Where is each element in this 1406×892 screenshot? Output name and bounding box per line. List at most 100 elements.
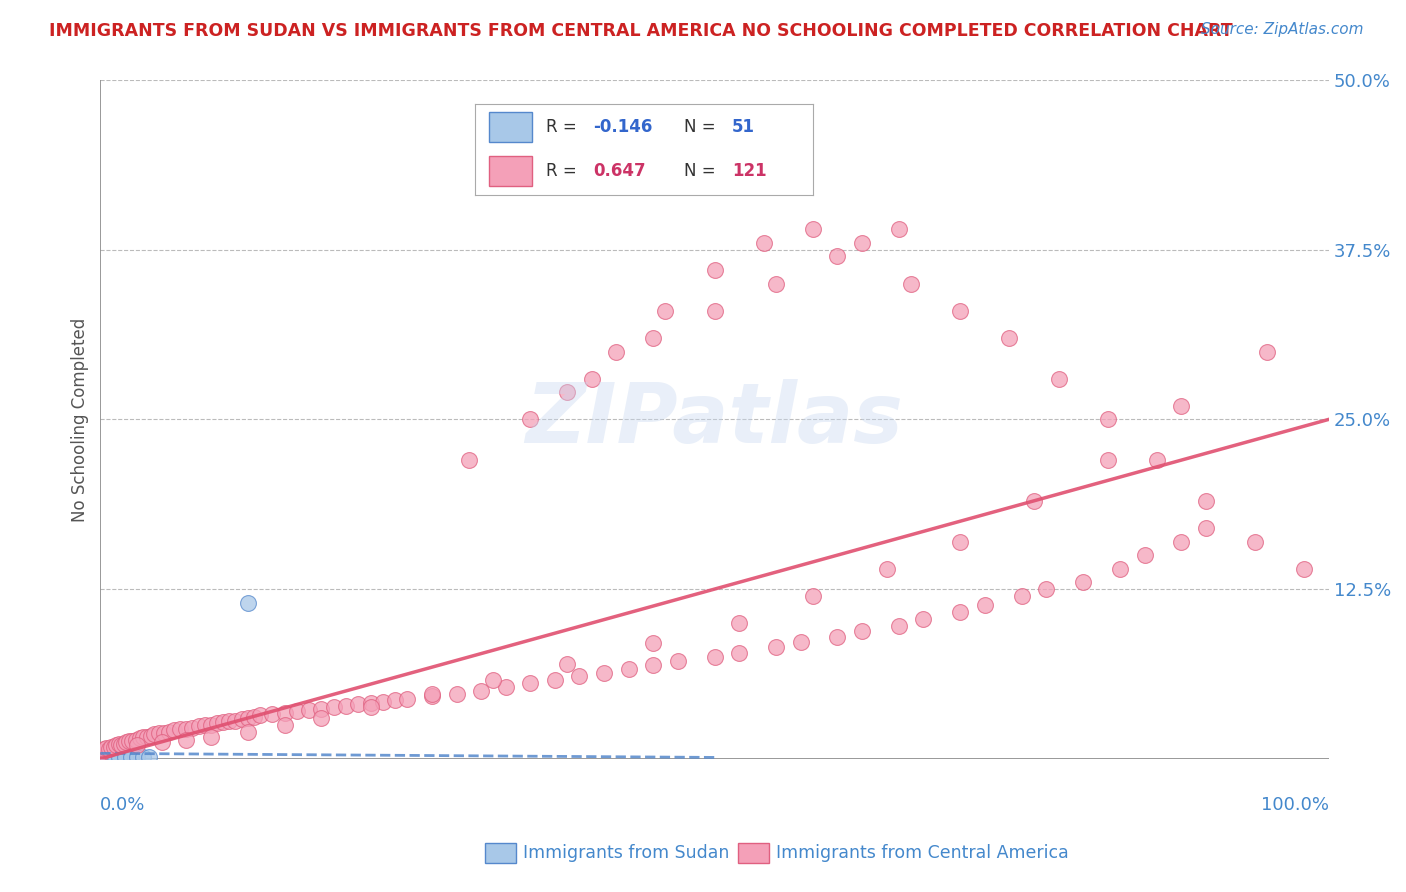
Point [851, 235, 873, 250]
Point [1146, 453, 1168, 467]
Point [139, 729, 162, 743]
Point [114, 750, 136, 764]
Point [446, 687, 468, 701]
Point [544, 673, 567, 687]
Point [101, 749, 124, 764]
Point [236, 711, 259, 725]
Point [273, 718, 295, 732]
Point [94, 747, 117, 762]
Point [100, 750, 122, 764]
Point [91, 749, 114, 764]
Point [176, 722, 198, 736]
Point [285, 704, 308, 718]
Point [887, 222, 910, 236]
Point [998, 331, 1021, 345]
Point [555, 657, 578, 671]
Point [1195, 493, 1218, 508]
Point [96, 750, 118, 764]
Point [519, 675, 541, 690]
Point [115, 735, 138, 749]
Point [643, 636, 665, 650]
Point [91, 750, 114, 764]
Point [949, 303, 972, 318]
Point [851, 624, 873, 639]
Text: Source: ZipAtlas.com: Source: ZipAtlas.com [1201, 22, 1364, 37]
Point [100, 750, 122, 764]
Point [90, 750, 112, 764]
Point [1097, 412, 1119, 426]
Point [91, 750, 114, 764]
Point [93, 750, 115, 764]
Point [568, 669, 591, 683]
Point [169, 722, 191, 736]
Point [335, 698, 357, 713]
Y-axis label: No Schooling Completed: No Schooling Completed [72, 318, 89, 522]
Point [420, 687, 443, 701]
Point [90, 745, 112, 759]
Point [236, 596, 259, 610]
Point [262, 706, 284, 721]
Point [132, 730, 155, 744]
Point [128, 731, 150, 746]
Point [176, 732, 198, 747]
Point [801, 222, 824, 236]
Point [396, 692, 419, 706]
Point [1011, 589, 1033, 603]
Point [482, 673, 505, 687]
Point [347, 698, 370, 712]
Point [827, 630, 849, 644]
Point [298, 703, 321, 717]
Point [98, 750, 121, 764]
Text: 100.0%: 100.0% [1261, 797, 1329, 814]
Point [1097, 453, 1119, 467]
Point [136, 730, 159, 744]
Point [150, 735, 173, 749]
Point [90, 750, 112, 764]
Point [97, 750, 120, 764]
Point [194, 718, 217, 732]
Point [666, 654, 689, 668]
Point [360, 700, 382, 714]
Point [212, 715, 235, 730]
Point [555, 385, 578, 400]
Point [728, 615, 751, 630]
Point [801, 589, 824, 603]
Point [93, 742, 115, 756]
Point [101, 750, 124, 764]
Point [1109, 562, 1132, 576]
Point [311, 701, 333, 715]
Point [876, 562, 898, 576]
Point [96, 740, 118, 755]
Point [97, 742, 120, 756]
Point [617, 662, 640, 676]
Point [93, 750, 115, 764]
Point [120, 750, 142, 764]
Point [94, 750, 117, 764]
Point [912, 612, 935, 626]
Point [114, 750, 136, 764]
Point [90, 749, 112, 764]
Point [703, 263, 725, 277]
Text: Immigrants from Central America: Immigrants from Central America [776, 844, 1069, 862]
Point [111, 750, 134, 764]
Point [94, 750, 117, 764]
Point [495, 680, 517, 694]
Point [108, 750, 131, 764]
Point [420, 690, 443, 704]
Point [384, 693, 406, 707]
Point [457, 453, 479, 467]
Point [107, 750, 129, 764]
Point [231, 713, 253, 727]
Point [470, 684, 492, 698]
Point [1256, 344, 1278, 359]
Point [949, 605, 972, 619]
Point [200, 730, 222, 744]
Point [360, 696, 382, 710]
Point [132, 750, 155, 764]
Point [654, 303, 676, 318]
Point [187, 719, 209, 733]
Point [91, 750, 114, 764]
Point [93, 750, 115, 764]
Point [105, 738, 128, 752]
Point [243, 709, 266, 723]
